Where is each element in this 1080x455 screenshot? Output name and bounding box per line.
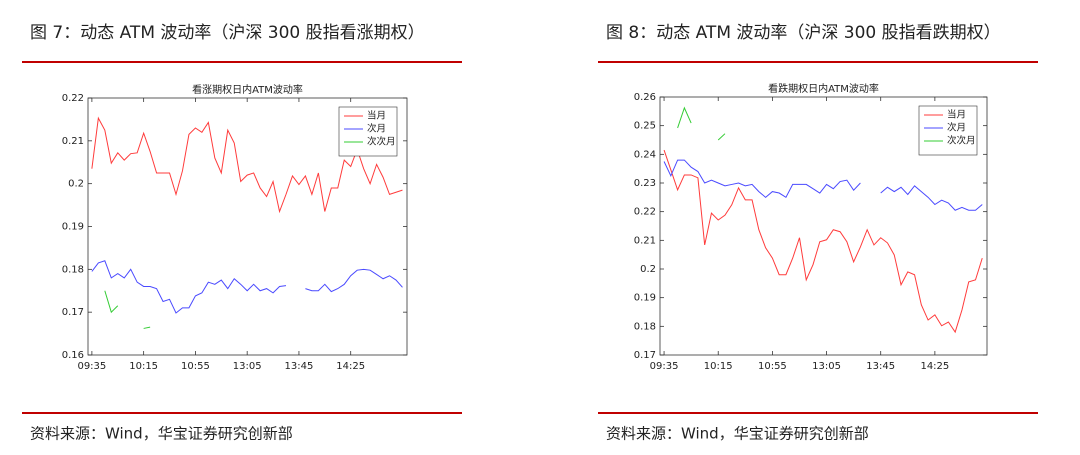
y-tick-label: 0.24 — [634, 149, 656, 160]
y-tick-label: 0.2 — [68, 179, 84, 190]
legend-label: 次月 — [367, 123, 386, 135]
x-tick-label: 13:05 — [233, 361, 262, 372]
series-line — [677, 106, 726, 141]
x-tick-label: 13:05 — [812, 361, 841, 372]
y-tick-label: 0.21 — [634, 235, 656, 246]
legend-label: 次次月 — [947, 135, 976, 147]
y-tick-label: 0.26 — [634, 92, 656, 103]
legend-label: 次月 — [947, 122, 966, 134]
y-tick-label: 0.17 — [62, 307, 84, 318]
y-tick-label: 0.2 — [640, 264, 656, 275]
series-line — [91, 260, 403, 314]
plot-area — [659, 96, 988, 356]
x-tick-label: 14:25 — [336, 361, 365, 372]
series-line — [91, 116, 403, 214]
figure-source: 资料来源：Wind，华宝证券研究创新部 — [606, 425, 869, 443]
x-tick-label: 10:55 — [181, 361, 210, 372]
legend-label: 当月 — [367, 110, 386, 122]
series-line — [663, 149, 983, 334]
legend-label: 当月 — [947, 109, 966, 121]
y-tick-label: 0.18 — [62, 264, 84, 275]
x-tick-label: 14:25 — [920, 361, 949, 372]
y-tick-label: 0.19 — [634, 293, 656, 304]
legend-box — [918, 105, 978, 156]
legend-box — [338, 106, 398, 157]
series-line — [663, 159, 983, 211]
x-tick-label: 13:45 — [285, 361, 314, 372]
x-tick-label: 10:55 — [758, 361, 787, 372]
y-tick-label: 0.18 — [634, 321, 656, 332]
chart-title: 看跌期权日内ATM波动率 — [768, 82, 879, 95]
figure-caption: 图 8：动态 ATM 波动率（沪深 300 股指看跌期权） — [606, 23, 1001, 43]
y-tick-label: 0.17 — [634, 350, 656, 361]
y-tick-label: 0.22 — [634, 207, 656, 218]
y-tick-label: 0.21 — [62, 136, 84, 147]
x-tick-label: 13:45 — [866, 361, 895, 372]
chart-title: 看涨期权日内ATM波动率 — [192, 83, 303, 96]
x-tick-label: 09:35 — [77, 361, 106, 372]
x-tick-label: 10:15 — [129, 361, 158, 372]
y-tick-label: 0.16 — [62, 350, 84, 361]
figure-source: 资料来源：Wind，华宝证券研究创新部 — [30, 425, 293, 443]
x-tick-label: 09:35 — [650, 361, 679, 372]
figure-caption: 图 7：动态 ATM 波动率（沪深 300 股指看涨期权） — [30, 23, 425, 43]
x-tick-label: 10:15 — [704, 361, 733, 372]
y-tick-label: 0.22 — [62, 93, 84, 104]
legend-label: 次次月 — [367, 136, 396, 148]
y-tick-label: 0.25 — [634, 121, 656, 132]
y-tick-label: 0.23 — [634, 178, 656, 189]
y-tick-label: 0.19 — [62, 222, 84, 233]
series-line — [104, 290, 151, 329]
